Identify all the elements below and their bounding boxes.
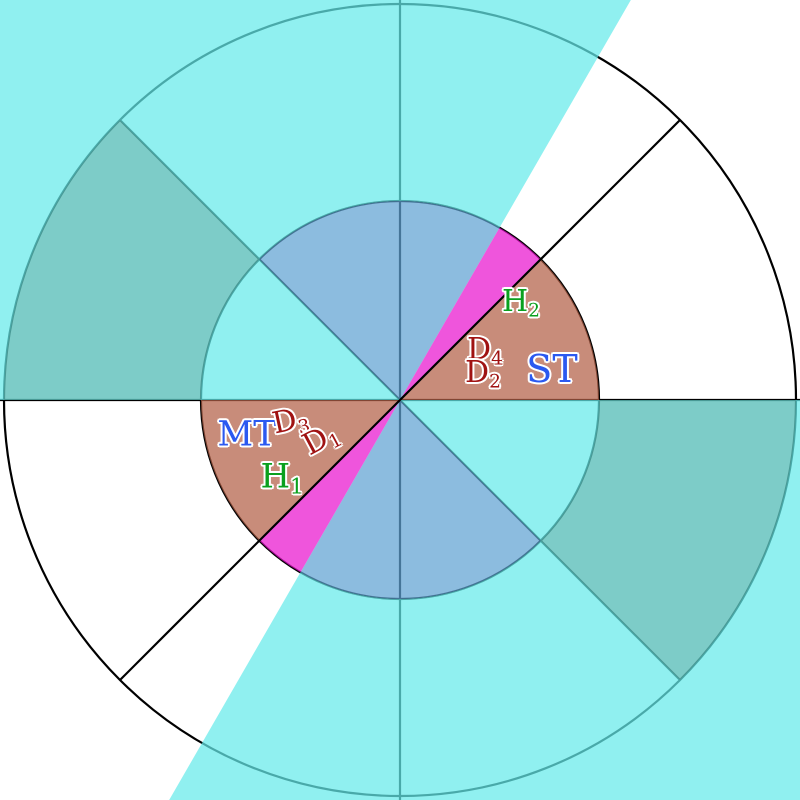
- background-cyan-upper-wedge: [0, 0, 631, 400]
- label-d2: D2: [465, 358, 501, 392]
- label-h2-subscript: 2: [528, 300, 541, 322]
- annulus-teal-upper-left: [4, 120, 260, 400]
- label-d4-text: D: [467, 332, 492, 368]
- sector-brown-left-MT: [201, 400, 400, 541]
- label-h1-text: H: [260, 456, 291, 497]
- label-st-text: ST: [526, 347, 578, 391]
- label-h1-subscript: 1: [290, 473, 304, 499]
- wedge-magenta-lower: [259, 400, 400, 573]
- sector-blue-bottom: [300, 400, 541, 599]
- wedge-magenta-upper: [400, 227, 541, 400]
- label-h2: H2: [502, 287, 540, 321]
- label-mt: MT: [217, 414, 277, 455]
- label-h2-text: H: [501, 284, 529, 320]
- label-mt-text: MT: [217, 414, 277, 455]
- annulus-teal-lower-right: [540, 400, 796, 680]
- label-h1: H1: [260, 460, 303, 497]
- label-d4: D4: [467, 335, 503, 369]
- label-st: ST: [526, 350, 577, 388]
- label-d2-subscript: 2: [489, 371, 501, 393]
- sector-blue-top: [259, 201, 500, 400]
- background-cyan-lower-wedge: [169, 400, 800, 800]
- diagonal-sw: [119, 399, 401, 681]
- diagonal-ne: [399, 119, 681, 401]
- label-d4-subscript: 4: [491, 348, 503, 370]
- label-d2-text: D: [465, 355, 490, 391]
- sector-brown-right-ST: [400, 259, 599, 400]
